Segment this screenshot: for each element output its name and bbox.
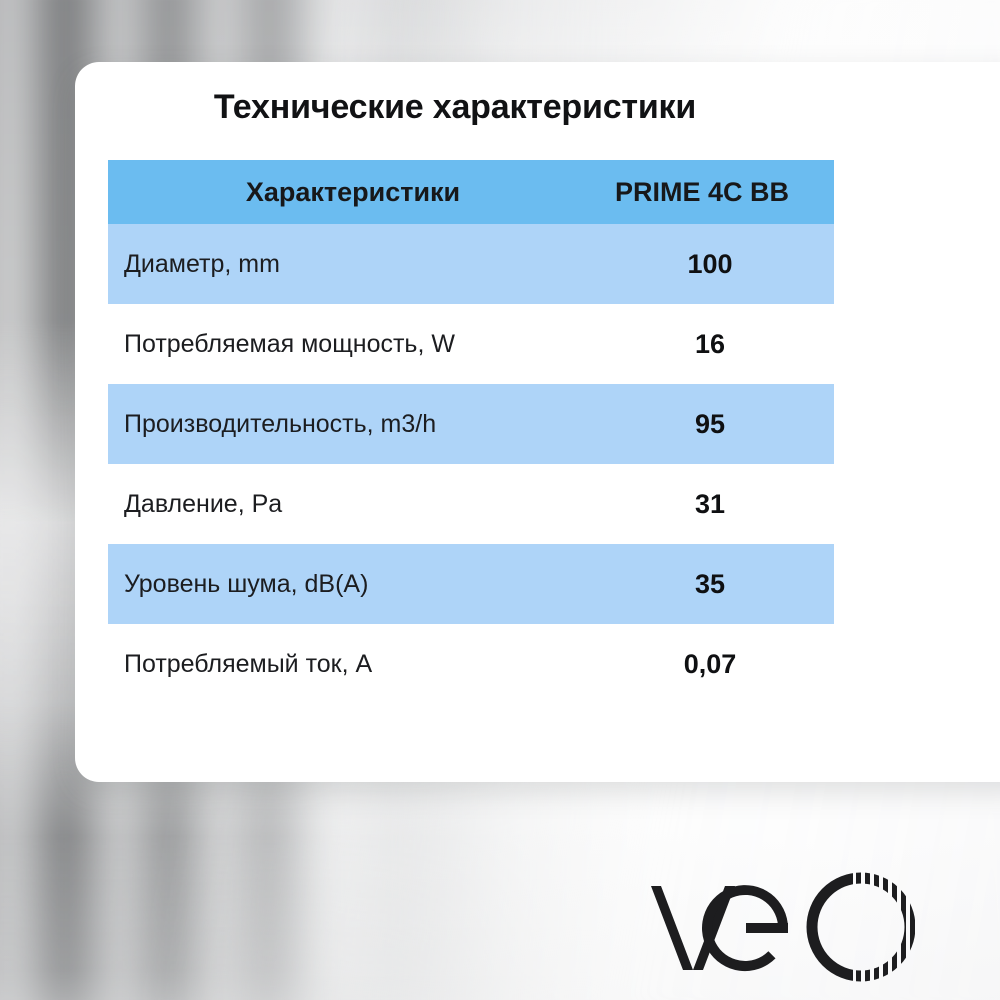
spec-label: Давление, Pa bbox=[124, 489, 283, 518]
spec-value: 16 bbox=[694, 328, 726, 359]
page-title: Технические характеристики bbox=[213, 88, 697, 126]
table-row: Диаметр, mm 100 bbox=[108, 224, 834, 304]
spec-value: 0,07 bbox=[683, 648, 737, 679]
column-header-model: PRIME 4C BB bbox=[614, 176, 790, 207]
table-row: Производительность, m3/h 95 bbox=[108, 384, 834, 464]
spec-value: 35 bbox=[694, 568, 726, 599]
spec-value: 100 bbox=[687, 248, 733, 279]
spec-value: 31 bbox=[694, 488, 726, 519]
table-row: Потребляемый ток, A 0,07 bbox=[108, 624, 834, 704]
table-row: Уровень шума, dB(A) 35 bbox=[108, 544, 834, 624]
spec-value: 95 bbox=[694, 408, 726, 439]
spec-table: Характеристики PRIME 4C BB Диаметр, mm 1… bbox=[108, 160, 834, 704]
veo-logo bbox=[645, 872, 925, 982]
spec-label: Диаметр, mm bbox=[124, 249, 280, 278]
logo-letter-o bbox=[806, 872, 916, 982]
veo-logo-mark bbox=[651, 872, 916, 982]
table-header-row: Характеристики PRIME 4C BB bbox=[108, 160, 834, 224]
column-header-characteristic: Характеристики bbox=[245, 176, 461, 207]
spec-label: Производительность, m3/h bbox=[124, 409, 437, 438]
spec-label: Потребляемый ток, A bbox=[124, 649, 373, 678]
table-row: Давление, Pa 31 bbox=[108, 464, 834, 544]
spec-label: Уровень шума, dB(A) bbox=[124, 569, 369, 598]
logo-letter-e-bar bbox=[746, 923, 788, 933]
spec-label: Потребляемая мощность, W bbox=[124, 329, 455, 358]
spec-card: Технические характеристики Характеристик… bbox=[75, 62, 1000, 782]
table-row: Потребляемая мощность, W 16 bbox=[108, 304, 834, 384]
